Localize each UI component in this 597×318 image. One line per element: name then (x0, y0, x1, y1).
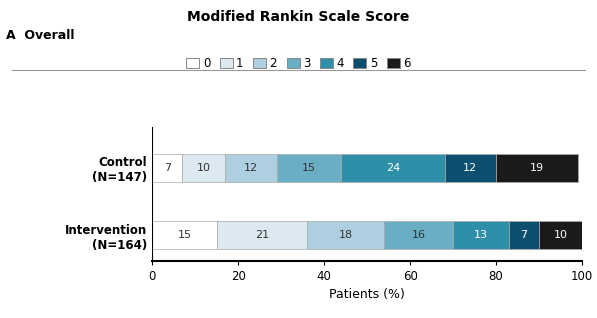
Bar (496, 154, 578, 182)
Text: 7: 7 (521, 230, 528, 240)
Text: 24: 24 (386, 163, 400, 173)
Text: Modified Rankin Scale Score: Modified Rankin Scale Score (187, 10, 410, 24)
Bar (217, 221, 307, 249)
Text: 10: 10 (197, 163, 211, 173)
Text: 13: 13 (474, 230, 488, 240)
Bar (182, 154, 225, 182)
Bar (539, 221, 582, 249)
Text: 15: 15 (302, 163, 316, 173)
Bar (307, 221, 384, 249)
Text: 16: 16 (412, 230, 426, 240)
Bar (277, 154, 341, 182)
Bar (152, 154, 182, 182)
Bar (341, 154, 445, 182)
Bar (509, 221, 539, 249)
Text: A  Overall: A Overall (6, 29, 75, 42)
Text: 12: 12 (463, 163, 478, 173)
Bar (225, 154, 277, 182)
Text: 21: 21 (255, 230, 269, 240)
Legend: 0, 1, 2, 3, 4, 5, 6: 0, 1, 2, 3, 4, 5, 6 (186, 57, 411, 70)
Text: 18: 18 (338, 230, 353, 240)
Text: 15: 15 (177, 230, 192, 240)
Text: 10: 10 (553, 230, 568, 240)
X-axis label: Patients (%): Patients (%) (329, 288, 405, 301)
Bar (445, 154, 496, 182)
Text: 19: 19 (530, 163, 544, 173)
Bar (453, 221, 509, 249)
Text: 7: 7 (164, 163, 171, 173)
Bar (152, 221, 217, 249)
Bar (384, 221, 453, 249)
Text: 12: 12 (244, 163, 258, 173)
